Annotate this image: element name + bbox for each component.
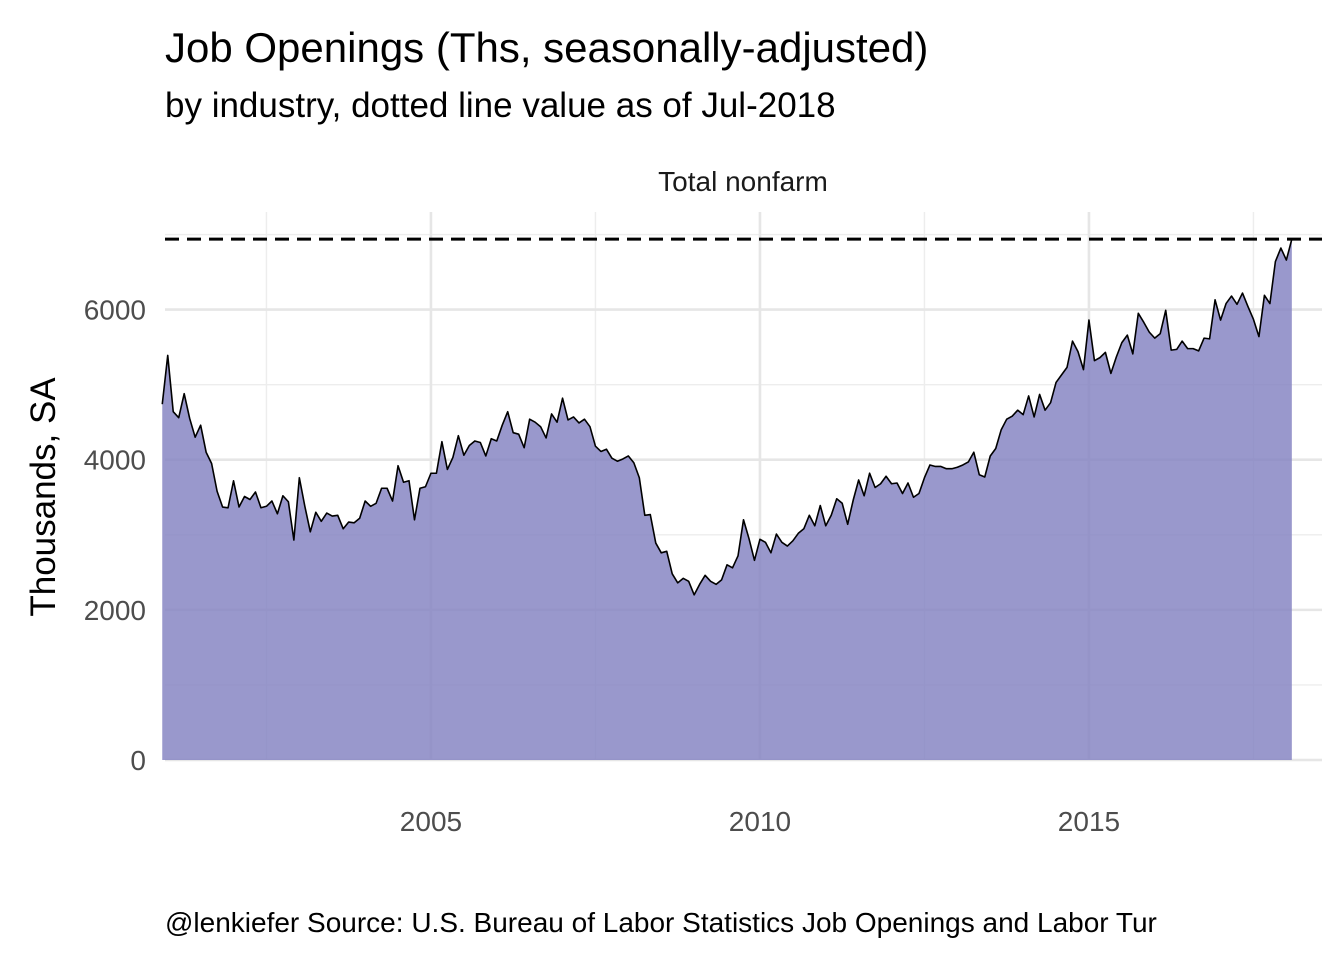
y-tick-label: 2000 [84,595,146,626]
y-tick-label: 6000 [84,295,146,326]
x-tick-label: 2010 [729,806,791,837]
facet-strip-label: Total nonfarm [658,166,828,197]
x-tick-label: 2015 [1058,806,1120,837]
x-axis: 2005 2010 2015 [400,806,1120,837]
y-tick-label: 0 [130,745,146,776]
series-total-nonfarm [161,238,1293,761]
x-tick-label: 2005 [400,806,462,837]
chart-title: Job Openings (Ths, seasonally-adjusted) [165,24,928,71]
series-area [162,239,1292,761]
y-tick-label: 4000 [84,445,146,476]
y-axis: 0 2000 4000 6000 [84,295,146,776]
chart-caption: @lenkiefer Source: U.S. Bureau of Labor … [165,907,1157,938]
series-line [161,238,1293,596]
chart-subtitle: by industry, dotted line value as of Jul… [165,86,836,125]
y-axis-label: Thousands, SA [24,377,63,617]
